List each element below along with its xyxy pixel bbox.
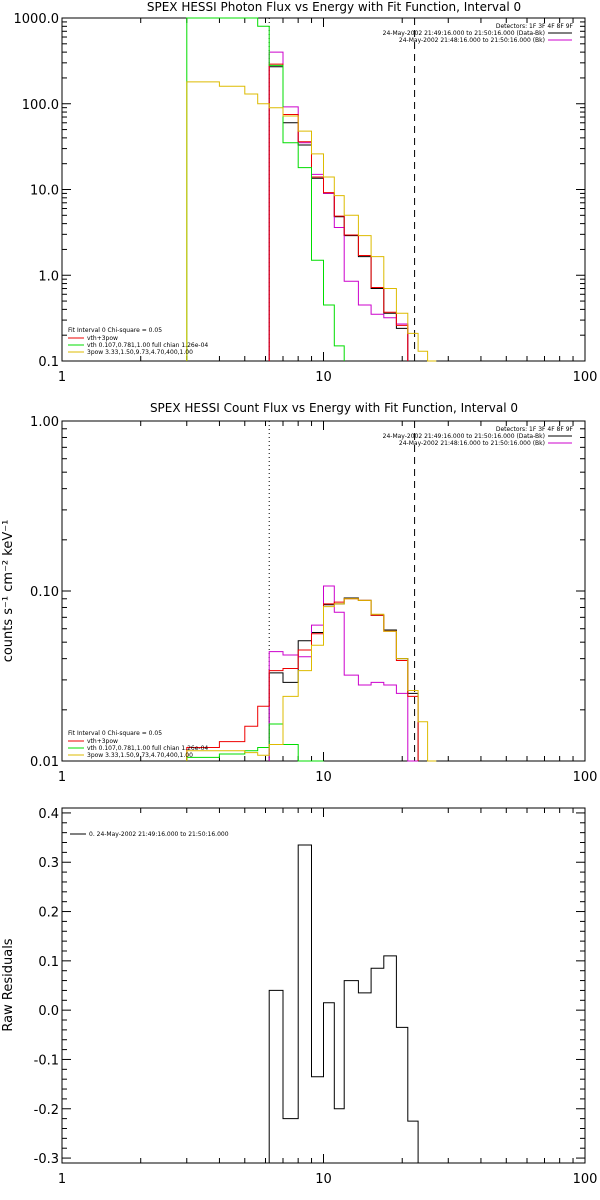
x-tick-label: 10 — [315, 370, 332, 385]
chart-title: SPEX HESSI Count Flux vs Energy with Fit… — [150, 401, 518, 415]
y-tick-label: 0.2 — [38, 906, 59, 921]
histogram-series — [268, 844, 419, 1163]
header-line-detectors: Detectors: 1F 3F 4F 8F 9F — [496, 23, 574, 30]
axis-ticks: 1 10 100 0.01 0.10 1.00 — [30, 415, 597, 785]
fit-legend-entry: vth 0.107,0.781,1.00 full chian 1.26e-04 — [87, 745, 208, 752]
x-tick-label: 1 — [58, 370, 66, 385]
axis-ticks: 1 10 100 -0.3 -0.2 -0.1 0.0 0.1 0.2 0.3 0.4 — [34, 807, 598, 1187]
x-tick-label: 10 — [315, 1172, 332, 1187]
histogram-series — [268, 66, 409, 361]
y-tick-label: -0.3 — [34, 1152, 59, 1167]
y-tick-label: -0.1 — [34, 1053, 59, 1068]
fit-legend-entry: vth 0.107,0.781,1.00 full chian 1.26e-04 — [87, 342, 208, 349]
histogram-series — [268, 63, 409, 361]
y-tick-label: 100.0 — [22, 98, 59, 113]
y-tick-label: -0.2 — [34, 1103, 59, 1118]
histogram-series — [268, 51, 409, 361]
histogram-series — [186, 81, 437, 362]
y-tick-label: 0.01 — [30, 755, 59, 770]
data-series — [186, 585, 437, 762]
y-tick-label: 0.1 — [38, 955, 59, 970]
data-series — [268, 844, 419, 1163]
y-tick-label: 10.0 — [30, 184, 59, 199]
y-axis-label: counts s⁻¹ cm⁻² keV⁻¹ — [1, 520, 16, 663]
y-tick-label: 1.0 — [38, 269, 59, 284]
y-tick-label: 1000.0 — [14, 12, 60, 27]
residual-legend: 0. 24-May-2002 21:49:16.000 to 21:50:16.… — [70, 831, 229, 838]
photon-flux-panel: SPEX HESSI Photon Flux vs Energy with Fi… — [14, 0, 598, 385]
header-line-data: 24-May-2002 21:49:16.000 to 21:50:16.000… — [383, 433, 545, 440]
axis-ticks: 1 10 100 0.1 1.0 10.0 100.0 1000.0 — [14, 12, 598, 385]
data-series — [186, 17, 437, 362]
histogram-series — [186, 723, 324, 762]
header-block: Detectors: 1F 3F 4F 8F 9F 24-May-2002 21… — [383, 23, 574, 44]
x-tick-label: 100 — [573, 1172, 598, 1187]
header-line-bk: 24-May-2002 21:48:16.000 to 21:50:16.000… — [399, 440, 545, 447]
fit-legend-entry: vth+3pow — [87, 738, 118, 745]
histogram-series — [186, 598, 437, 762]
fit-legend-entry: 3pow 3.33,1.50,9.73,4.70,400,1.00 — [87, 752, 193, 759]
header-line-bk: 24-May-2002 21:48:16.000 to 21:50:16.000… — [399, 37, 545, 44]
fit-legend-entry: 3pow 3.33,1.50,9.73,4.70,400,1.00 — [87, 349, 193, 356]
histogram-series — [268, 597, 419, 761]
histogram-series — [268, 585, 419, 762]
histogram-series — [186, 17, 345, 361]
residual-legend-text: 0. 24-May-2002 21:49:16.000 to 21:50:16.… — [89, 831, 229, 838]
fit-legend: Fit Interval 0 Chi-square = 0.05 vth+3po… — [68, 730, 208, 759]
reference-lines — [268, 421, 416, 761]
y-tick-label: 0.4 — [38, 807, 59, 822]
x-tick-label: 1 — [58, 770, 66, 785]
plot-frame — [61, 807, 586, 1164]
y-tick-label: 0.10 — [30, 585, 59, 600]
count-flux-panel: SPEX HESSI Count Flux vs Energy with Fit… — [1, 401, 597, 785]
residuals-panel: Raw Residuals 1 10 100 -0.3 -0.2 -0.1 0.0 0.1 0.… — [1, 807, 597, 1187]
y-tick-label: 1.00 — [30, 415, 59, 430]
header-line-detectors: Detectors: 1F 3F 4F 8F 9F — [496, 426, 574, 433]
y-tick-label: 0.0 — [38, 1004, 59, 1019]
y-axis-label: Raw Residuals — [1, 938, 16, 1031]
x-tick-label: 10 — [315, 770, 332, 785]
header-block: Detectors: 1F 3F 4F 8F 9F 24-May-2002 21… — [383, 426, 574, 447]
fit-legend-title: Fit Interval 0 Chi-square = 0.05 — [68, 327, 162, 334]
fit-legend-title: Fit Interval 0 Chi-square = 0.05 — [68, 730, 162, 737]
chart-title: SPEX HESSI Photon Flux vs Energy with Fi… — [147, 0, 521, 14]
y-tick-label: 0.3 — [38, 856, 59, 871]
reference-lines — [268, 18, 416, 361]
fit-legend-entry: vth+3pow — [87, 335, 118, 342]
x-tick-label: 100 — [573, 770, 598, 785]
y-tick-label: 0.1 — [38, 355, 59, 370]
x-tick-label: 100 — [573, 370, 598, 385]
x-tick-label: 1 — [58, 1172, 66, 1187]
header-line-data: 24-May-2002 21:49:16.000 to 21:50:16.000… — [383, 30, 545, 37]
fit-legend: Fit Interval 0 Chi-square = 0.05 vth+3po… — [68, 327, 208, 356]
